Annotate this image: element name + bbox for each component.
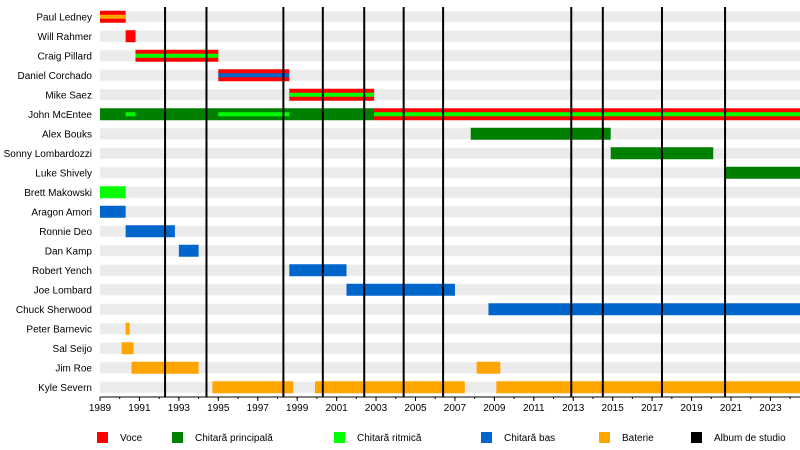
member-name: Luke Shively bbox=[35, 168, 92, 179]
row-stripe bbox=[100, 50, 800, 62]
row-stripe bbox=[100, 303, 800, 315]
x-tick-label: 2001 bbox=[325, 403, 348, 414]
segment-bas bbox=[178, 244, 199, 257]
x-tick-label: 2015 bbox=[602, 403, 625, 414]
segment-ritmic-overlay bbox=[470, 112, 800, 117]
x-tick-label: 2005 bbox=[404, 403, 427, 414]
member-name: Brett Makowski bbox=[24, 188, 92, 199]
member-name: John McEntee bbox=[28, 110, 92, 121]
legend-swatch-principal bbox=[172, 432, 183, 443]
member-name: Dan Kamp bbox=[45, 246, 93, 257]
legend-label-ritmic: Chitară ritmică bbox=[357, 433, 422, 444]
segment-baterie bbox=[314, 381, 465, 394]
x-tick-label: 1997 bbox=[247, 403, 270, 414]
row-stripe bbox=[100, 69, 800, 81]
member-name: Ronnie Deo bbox=[39, 227, 92, 238]
x-tick-label: 2017 bbox=[641, 403, 664, 414]
row-stripe bbox=[100, 89, 800, 101]
row-stripe bbox=[100, 225, 800, 237]
segment-bas bbox=[346, 283, 455, 296]
segment-bas bbox=[488, 303, 800, 316]
segment-bas bbox=[100, 205, 126, 218]
legend-label-album: Album de studio bbox=[714, 433, 786, 444]
row-stripes bbox=[100, 11, 800, 393]
member-name: Mike Saez bbox=[45, 90, 92, 101]
row-stripe bbox=[100, 206, 800, 218]
member-name: Kyle Severn bbox=[38, 383, 92, 394]
segment-principal bbox=[470, 127, 611, 140]
x-tick-label: 2003 bbox=[365, 403, 388, 414]
x-tick-label: 2023 bbox=[759, 403, 782, 414]
segment-baterie bbox=[496, 381, 800, 394]
legend-swatch-ritmic bbox=[334, 432, 345, 443]
x-tick-label: 2021 bbox=[720, 403, 743, 414]
member-name: Alex Bouks bbox=[42, 129, 92, 140]
segment-ritmic-overlay bbox=[374, 112, 471, 117]
member-name: Robert Yench bbox=[32, 266, 92, 277]
x-tick-label: 2011 bbox=[523, 403, 545, 414]
segment-ritmic-inner bbox=[135, 53, 219, 58]
segment-baterie-inner bbox=[100, 14, 126, 19]
legend-swatch-album bbox=[691, 432, 702, 443]
segment-bas bbox=[125, 225, 175, 238]
member-name: Craig Pillard bbox=[38, 51, 92, 62]
segment-bas bbox=[289, 264, 347, 277]
legend-swatch-baterie bbox=[599, 432, 610, 443]
segment-principal bbox=[725, 166, 800, 179]
legend: Voce Chitară principală Chitară ritmică Chi… bbox=[97, 432, 786, 444]
member-name: Paul Ledney bbox=[36, 12, 92, 23]
row-stripe bbox=[100, 128, 800, 140]
row-stripe bbox=[100, 186, 800, 198]
member-name: Daniel Corchado bbox=[18, 71, 93, 82]
legend-label-voce: Voce bbox=[120, 433, 143, 444]
x-tick-label: 2009 bbox=[483, 403, 506, 414]
x-tick-label: 1999 bbox=[286, 403, 309, 414]
album-lines bbox=[164, 7, 727, 397]
legend-label-principal: Chitară principală bbox=[195, 433, 273, 444]
segment-baterie bbox=[212, 381, 294, 394]
row-stripe bbox=[100, 264, 800, 276]
segment-ritmic-overlay bbox=[218, 112, 290, 117]
row-stripe bbox=[100, 147, 800, 159]
member-name: Will Rahmer bbox=[38, 32, 93, 43]
legend-swatch-voce bbox=[97, 432, 108, 443]
member-name: Joe Lombard bbox=[34, 285, 92, 296]
segment-ritmic bbox=[100, 186, 126, 199]
member-name: Aragon Amori bbox=[31, 207, 92, 218]
segment-ritmic-inner bbox=[289, 92, 375, 97]
legend-label-baterie: Baterie bbox=[622, 433, 654, 444]
segment-voce bbox=[125, 30, 136, 43]
x-tick-label: 1993 bbox=[168, 403, 191, 414]
member-segments bbox=[100, 10, 800, 394]
row-stripe bbox=[100, 362, 800, 374]
segment-baterie bbox=[125, 322, 130, 335]
row-stripe bbox=[100, 11, 800, 23]
segment-bas-inner bbox=[218, 73, 290, 78]
x-tick-label: 1995 bbox=[207, 403, 230, 414]
legend-swatch-bas bbox=[481, 432, 492, 443]
row-stripe bbox=[100, 323, 800, 335]
row-stripe bbox=[100, 30, 800, 42]
member-name: Sal Seijo bbox=[53, 344, 93, 355]
member-name: Sonny Lombardozzi bbox=[4, 149, 92, 160]
member-name: Chuck Sherwood bbox=[16, 305, 92, 316]
row-stripe bbox=[100, 342, 800, 354]
segment-ritmic-overlay bbox=[125, 112, 136, 117]
x-tick-label: 1989 bbox=[89, 403, 112, 414]
x-tick-label: 1991 bbox=[128, 403, 151, 414]
x-axis: 1989 1991 1993 1995 1997 1999 2001 2003 2005 2007… bbox=[89, 396, 800, 414]
member-names: Paul Ledney Will Rahmer Craig Pillard Danie… bbox=[4, 12, 93, 394]
x-tick-label: 2019 bbox=[680, 403, 703, 414]
x-tick-label: 2013 bbox=[562, 403, 585, 414]
row-stripe bbox=[100, 245, 800, 257]
x-tick-label: 2007 bbox=[444, 403, 467, 414]
row-stripe bbox=[100, 167, 800, 179]
member-name: Peter Barnevic bbox=[26, 324, 92, 335]
segment-baterie bbox=[476, 361, 501, 374]
segment-baterie bbox=[121, 342, 134, 355]
member-name: Jim Roe bbox=[55, 363, 92, 374]
legend-label-bas: Chitară bas bbox=[504, 433, 555, 444]
